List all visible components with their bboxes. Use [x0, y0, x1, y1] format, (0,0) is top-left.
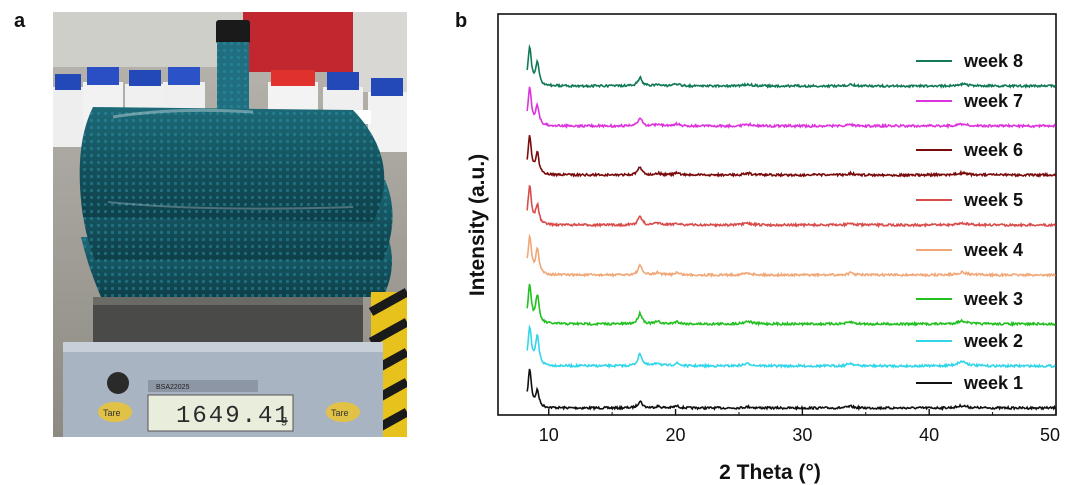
tare-button-right [326, 402, 360, 422]
legend-label: week 6 [963, 140, 1023, 160]
vial-cap [216, 20, 250, 44]
scale-level-bubble [107, 372, 129, 394]
bead-bags [79, 107, 393, 297]
xrd-curves [526, 43, 1056, 412]
series-line-week-5 [526, 185, 1056, 229]
series-line-week-2 [526, 324, 1056, 370]
series-line-week-1 [526, 368, 1056, 412]
red-coat [243, 12, 373, 72]
legend-label: week 7 [963, 91, 1023, 111]
series-line-week-8 [526, 43, 1056, 89]
series-line-week-6 [526, 135, 1056, 178]
scale-model-text: BSA22025 [156, 384, 190, 391]
panel-label-a: a [14, 10, 26, 32]
scale-reading: 1649.41 [176, 403, 291, 430]
x-tick-label: 40 [919, 425, 939, 445]
plot-frame [497, 13, 1057, 416]
series-line-week-3 [526, 283, 1056, 328]
legend-label: week 2 [963, 331, 1023, 351]
scale-photo: BSA22025 1649.41 g Tare Tare [53, 12, 407, 437]
legend-label: week 1 [963, 373, 1023, 393]
xrd-chart: week 1 week 2 week 3 week 4 week 5 week 6 week… [466, 13, 1060, 484]
photo-illustration: BSA22025 1649.41 g Tare Tare [53, 12, 407, 437]
tare-button-left [98, 402, 132, 422]
legend-label: week 5 [963, 190, 1023, 210]
panel-label-b: b [455, 10, 468, 32]
series-line-week-4 [526, 233, 1056, 278]
legend: week 1 week 2 week 3 week 4 week 5 week 6 week… [916, 51, 1023, 393]
x-tick-label: 20 [666, 425, 686, 445]
y-axis-label: Intensity (a.u.) [466, 154, 489, 296]
x-tick-label: 50 [1040, 425, 1060, 445]
plot-border [497, 13, 1057, 416]
series-line-week-7 [526, 86, 1056, 130]
tare-label-left: Tare [103, 408, 121, 418]
legend-label: week 4 [963, 240, 1023, 260]
x-axis-label: 2 Theta (°) [719, 461, 821, 484]
legend-label: week 8 [963, 51, 1023, 71]
scale-display [147, 394, 294, 432]
legend-label: week 3 [963, 289, 1023, 309]
x-tick-label: 30 [792, 425, 812, 445]
scale-unit: g [281, 414, 287, 426]
x-tick-label: 10 [539, 425, 559, 445]
tare-label-right: Tare [331, 408, 349, 418]
x-ticks: 10 20 30 40 50 [539, 409, 1060, 445]
